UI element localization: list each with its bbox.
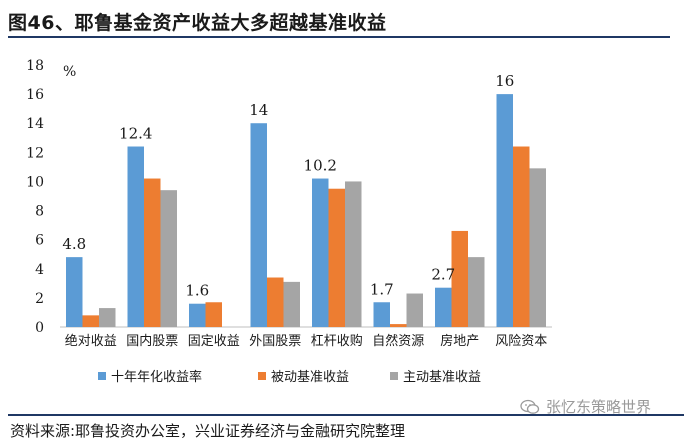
legend-label: 十年年化收益率	[111, 369, 202, 385]
bar-3	[529, 168, 546, 327]
category-label: 风险资本	[495, 334, 547, 349]
bar-1	[435, 287, 452, 327]
watermark: 张忆东策略世界	[520, 396, 651, 417]
y-tick-label: 16	[26, 87, 44, 103]
bar-2	[144, 178, 161, 327]
bar-3	[99, 308, 116, 327]
bar-1	[496, 94, 513, 327]
bar-2	[267, 277, 284, 327]
y-tick-label: 14	[26, 116, 44, 132]
data-label: 1.7	[370, 280, 394, 298]
wechat-icon	[520, 399, 540, 414]
bar-1	[127, 146, 144, 327]
category-label: 房地产	[440, 333, 479, 349]
y-tick-label: 2	[35, 291, 44, 307]
y-tick-label: 6	[35, 233, 44, 249]
legend-swatch	[390, 372, 398, 380]
legend-label: 被动基准收益	[271, 370, 349, 385]
data-label: 1.6	[185, 282, 209, 300]
y-tick-label: 10	[26, 174, 44, 190]
bar-2	[390, 324, 407, 327]
bar-2	[451, 230, 468, 327]
data-labels-group: 4.8 12.4 1.6 14 10.2 1.7 2.7 16	[62, 72, 514, 300]
y-tick-label: 8	[35, 204, 44, 220]
title-bar: 图46、耶鲁基金资产收益大多超越基准收益	[8, 6, 670, 38]
bar-1	[189, 303, 206, 327]
data-label: 2.7	[431, 266, 455, 284]
watermark-text: 张忆东策略世界	[546, 398, 652, 416]
legend-swatch	[98, 372, 106, 380]
y-tick-label: 4	[35, 262, 44, 278]
y-axis-unit-label: %	[63, 64, 76, 80]
category-label: 外国股票	[249, 334, 301, 349]
bar-2	[513, 146, 530, 327]
data-label: 12.4	[119, 125, 152, 143]
y-tick-label: 18	[26, 58, 44, 74]
y-tick-label: 12	[26, 145, 44, 161]
source-note: 资料来源:耶鲁投资办公室，兴业证券经济与金融研究院整理	[10, 422, 406, 440]
bar-chart: 0 2 4 6 8 10 12 14 16 18 % 4.8 12.4 1.6 14 10.2 1.7 2.7…	[26, 58, 552, 385]
legend-swatch	[258, 372, 266, 380]
legend-label: 主动基准收益	[403, 370, 481, 385]
chart-title: 图46、耶鲁基金资产收益大多超越基准收益	[8, 12, 387, 34]
category-label: 杠杆收购	[311, 333, 363, 349]
bar-3	[406, 293, 423, 327]
bar-3	[283, 281, 300, 327]
category-label: 固定收益	[188, 334, 240, 349]
legend: 十年年化收益率 被动基准收益 主动基准收益	[98, 369, 481, 385]
bar-1	[312, 178, 329, 327]
category-label: 绝对收益	[65, 333, 117, 349]
bar-1	[373, 302, 390, 327]
data-label: 14	[249, 101, 268, 119]
y-tick-label: 0	[35, 320, 44, 336]
category-label: 自然资源	[372, 333, 424, 349]
bar-2	[328, 188, 345, 327]
bar-2	[82, 315, 99, 327]
bars-group	[66, 94, 546, 327]
bar-1	[250, 123, 267, 327]
y-axis: 0 2 4 6 8 10 12 14 16 18	[26, 58, 44, 336]
bar-1	[66, 257, 83, 327]
data-label: 16	[495, 72, 514, 90]
source-bar: 资料来源:耶鲁投资办公室，兴业证券经济与金融研究院整理	[8, 414, 684, 440]
category-labels-group: 绝对收益 国内股票 固定收益 外国股票 杠杆收购 自然资源 房地产 风险资本	[65, 333, 548, 349]
bar-3	[468, 257, 485, 327]
category-label: 国内股票	[126, 333, 178, 349]
data-label: 4.8	[62, 235, 86, 253]
bar-3	[160, 190, 177, 327]
bar-3	[345, 181, 362, 327]
bar-2	[205, 302, 222, 327]
data-label: 10.2	[304, 157, 337, 175]
